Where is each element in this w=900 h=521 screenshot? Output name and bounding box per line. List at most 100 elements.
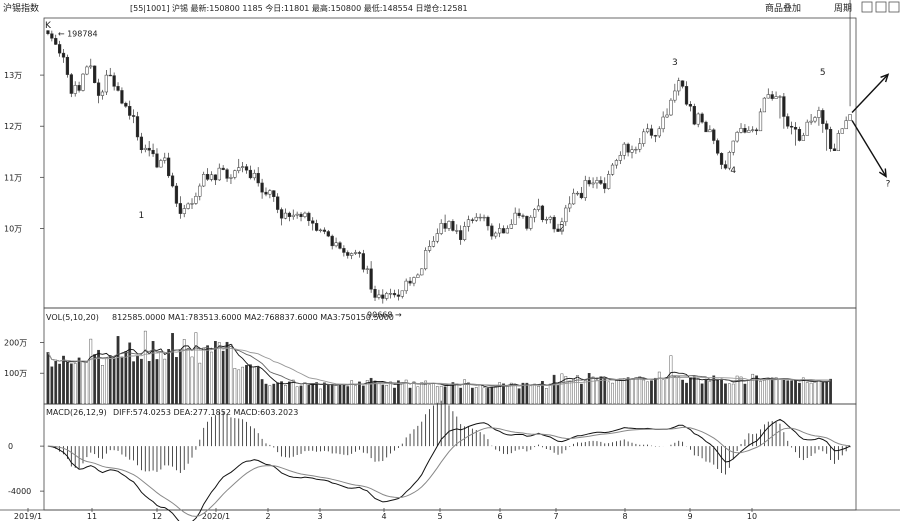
candle-body[interactable] — [614, 160, 619, 166]
candle-body[interactable] — [568, 203, 572, 209]
candle-body[interactable] — [447, 221, 451, 229]
candle-body[interactable] — [825, 123, 829, 130]
candle-body[interactable] — [462, 226, 467, 240]
candle-body[interactable] — [482, 216, 486, 219]
candle-body[interactable] — [762, 97, 767, 113]
candle-body[interactable] — [77, 85, 81, 91]
candle-body[interactable] — [466, 219, 471, 227]
candle-body[interactable] — [743, 128, 747, 133]
candle-body[interactable] — [353, 252, 358, 254]
candle-body[interactable] — [696, 113, 700, 125]
candle-body[interactable] — [128, 106, 132, 116]
candle-body[interactable] — [96, 82, 101, 96]
candle-body[interactable] — [163, 157, 167, 161]
candle-body[interactable] — [182, 208, 186, 214]
candle-body[interactable] — [766, 94, 770, 99]
candle-body[interactable] — [373, 289, 377, 298]
candle-body[interactable] — [782, 96, 786, 117]
candle-body[interactable] — [673, 90, 677, 101]
candle-body[interactable] — [81, 73, 85, 91]
candle-body[interactable] — [626, 143, 630, 153]
window-icon-2[interactable] — [875, 1, 887, 13]
candle-body[interactable] — [844, 120, 848, 130]
candle-body[interactable] — [790, 125, 794, 128]
candle-body[interactable] — [334, 242, 338, 247]
candle-body[interactable] — [688, 103, 693, 107]
candle-body[interactable] — [357, 252, 362, 254]
candle-body[interactable] — [350, 253, 354, 256]
candle-body[interactable] — [338, 242, 342, 249]
candle-body[interactable] — [241, 166, 245, 168]
candle-body[interactable] — [287, 212, 291, 217]
candle-body[interactable] — [303, 212, 307, 217]
candle-body[interactable] — [283, 212, 288, 219]
candle-body[interactable] — [408, 280, 412, 284]
candle-body[interactable] — [392, 293, 397, 296]
candle-body[interactable] — [610, 164, 615, 175]
candle-body[interactable] — [719, 153, 724, 165]
candle-body[interactable] — [89, 65, 93, 68]
candle-body[interactable] — [739, 128, 743, 133]
candle-body[interactable] — [170, 175, 175, 187]
candle-body[interactable] — [809, 120, 813, 123]
candle-body[interactable] — [174, 185, 179, 204]
candle-body[interactable] — [186, 203, 190, 209]
candle-body[interactable] — [307, 212, 311, 222]
candle-body[interactable] — [587, 180, 591, 185]
candle-body[interactable] — [556, 228, 560, 232]
candle-body[interactable] — [435, 233, 439, 242]
candle-body[interactable] — [470, 219, 474, 221]
candle-body[interactable] — [634, 148, 638, 151]
candle-body[interactable] — [100, 91, 105, 96]
candle-body[interactable] — [793, 126, 798, 130]
candle-body[interactable] — [229, 177, 233, 179]
candle-body[interactable] — [618, 155, 622, 161]
candle-body[interactable] — [529, 216, 533, 229]
candle-body[interactable] — [112, 75, 116, 87]
candle-body[interactable] — [135, 116, 140, 138]
window-icon-3[interactable] — [888, 1, 900, 13]
candle-body[interactable] — [591, 182, 595, 185]
candle-body[interactable] — [124, 102, 128, 107]
candle-body[interactable] — [248, 169, 253, 179]
candle-body[interactable] — [681, 80, 685, 87]
candle-body[interactable] — [638, 143, 642, 150]
candle-body[interactable] — [73, 85, 77, 94]
candle-body[interactable] — [209, 174, 214, 180]
candle-body[interactable] — [754, 129, 759, 132]
candle-body[interactable] — [797, 129, 802, 141]
candle-body[interactable] — [821, 110, 825, 124]
candle-body[interactable] — [805, 121, 809, 136]
candle-body[interactable] — [622, 143, 626, 156]
candle-body[interactable] — [412, 277, 416, 284]
candle-body[interactable] — [65, 56, 70, 75]
candle-body[interactable] — [684, 86, 689, 105]
candle-body[interactable] — [642, 131, 646, 144]
candle-body[interactable] — [603, 183, 607, 189]
candle-body[interactable] — [501, 228, 506, 234]
candle-body[interactable] — [381, 294, 385, 299]
candle-body[interactable] — [548, 216, 552, 220]
candle-body[interactable] — [342, 248, 346, 253]
candle-body[interactable] — [54, 38, 58, 45]
candle-body[interactable] — [575, 192, 580, 195]
candle-body[interactable] — [848, 114, 852, 121]
candle-body[interactable] — [451, 221, 455, 231]
candle-body[interactable] — [104, 74, 108, 93]
candle-body[interactable] — [669, 99, 673, 116]
candle-body[interactable] — [536, 205, 541, 210]
candle-body[interactable] — [731, 140, 735, 153]
candle-body[interactable] — [459, 230, 463, 240]
candle-body[interactable] — [747, 130, 751, 133]
candle-body[interactable] — [315, 223, 319, 231]
candle-body[interactable] — [599, 180, 603, 184]
candle-body[interactable] — [801, 135, 805, 141]
candle-body[interactable] — [427, 246, 432, 251]
candle-body[interactable] — [369, 268, 373, 290]
candle-body[interactable] — [85, 66, 89, 75]
overlay-button[interactable]: 商品叠加 — [765, 2, 801, 14]
candle-body[interactable] — [151, 149, 155, 155]
candle-body[interactable] — [692, 106, 696, 125]
candle-body[interactable] — [778, 96, 782, 98]
candle-body[interactable] — [194, 195, 198, 204]
